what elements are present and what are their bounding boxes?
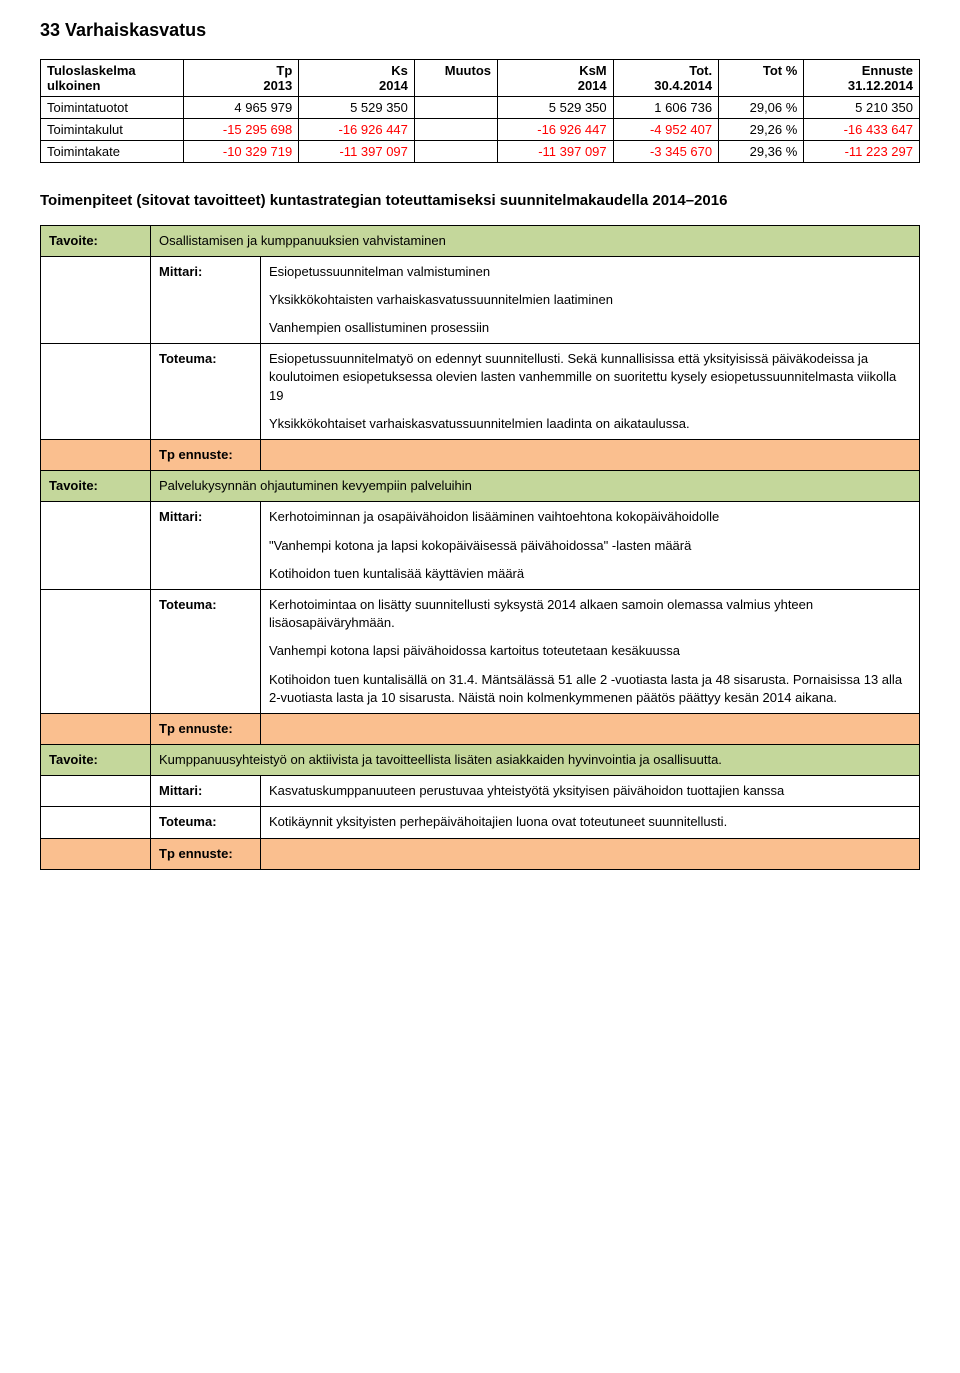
table-cell: -4 952 407 (613, 119, 718, 141)
tp-ennuste-text (261, 440, 920, 471)
mittari-label: Mittari: (151, 776, 261, 807)
table-cell: 29,06 % (719, 97, 804, 119)
mittari-label: Mittari: (151, 256, 261, 344)
col-h1: Tuloslaskelmaulkoinen (41, 60, 184, 97)
table-cell: 1 606 736 (613, 97, 718, 119)
toteuma-label: Toteuma: (151, 344, 261, 440)
col-h2: Tp2013 (183, 60, 299, 97)
spacer (41, 807, 151, 838)
finance-table: Tuloslaskelmaulkoinen Tp2013 Ks2014 Muut… (40, 59, 920, 163)
table-cell: 5 210 350 (804, 97, 920, 119)
toteuma-text: Esiopetussuunnitelmatyö on edennyt suunn… (261, 344, 920, 440)
spacer (41, 502, 151, 590)
mittari-label: Mittari: (151, 502, 261, 590)
table-cell: -11 397 097 (299, 141, 415, 163)
mittari-text: Kasvatuskumppanuuteen perustuvaa yhteist… (261, 776, 920, 807)
toteuma-label: Toteuma: (151, 807, 261, 838)
table-cell (414, 97, 497, 119)
table-cell (414, 119, 497, 141)
toteuma-label: Toteuma: (151, 589, 261, 713)
spacer (41, 440, 151, 471)
tp-ennuste-label: Tp ennuste: (151, 713, 261, 744)
table-cell: -16 433 647 (804, 119, 920, 141)
table-cell: 29,36 % (719, 141, 804, 163)
table-cell: 5 529 350 (299, 97, 415, 119)
spacer (41, 776, 151, 807)
spacer (41, 713, 151, 744)
spacer (41, 256, 151, 344)
finance-header-row-1: Tuloslaskelmaulkoinen Tp2013 Ks2014 Muut… (41, 60, 920, 97)
table-row: Toimintatuotot4 965 9795 529 3505 529 35… (41, 97, 920, 119)
tp-ennuste-label: Tp ennuste: (151, 440, 261, 471)
table-cell: -11 397 097 (498, 141, 614, 163)
table-cell: -3 345 670 (613, 141, 718, 163)
table-cell: 5 529 350 (498, 97, 614, 119)
table-cell: -16 926 447 (498, 119, 614, 141)
goals-table: Tavoite:Osallistamisen ja kumppanuuksien… (40, 225, 920, 870)
col-h8: Ennuste31.12.2014 (804, 60, 920, 97)
table-cell: 4 965 979 (183, 97, 299, 119)
col-h6: Tot.30.4.2014 (613, 60, 718, 97)
table-cell: 29,26 % (719, 119, 804, 141)
table-cell: -16 926 447 (299, 119, 415, 141)
mittari-text: Esiopetussuunnitelman valmistuminenYksik… (261, 256, 920, 344)
toteuma-text: Kerhotoimintaa on lisätty suunnitellusti… (261, 589, 920, 713)
spacer (41, 838, 151, 869)
tp-ennuste-text (261, 713, 920, 744)
tavoite-label: Tavoite: (41, 471, 151, 502)
tavoite-label: Tavoite: (41, 225, 151, 256)
col-h3: Ks2014 (299, 60, 415, 97)
tavoite-text: Osallistamisen ja kumppanuuksien vahvist… (151, 225, 920, 256)
col-h5: KsM2014 (498, 60, 614, 97)
table-cell: Toimintakulut (41, 119, 184, 141)
spacer (41, 589, 151, 713)
table-cell (414, 141, 497, 163)
col-h7: Tot % (719, 60, 804, 97)
tp-ennuste-text (261, 838, 920, 869)
mittari-text: Kerhotoiminnan ja osapäivähoidon lisäämi… (261, 502, 920, 590)
table-cell: Toimintatuotot (41, 97, 184, 119)
table-cell: -11 223 297 (804, 141, 920, 163)
table-cell: -15 295 698 (183, 119, 299, 141)
table-cell: -10 329 719 (183, 141, 299, 163)
toteuma-text: Kotikäynnit yksityisten perhepäivähoitaj… (261, 807, 920, 838)
col-h4: Muutos (414, 60, 497, 97)
table-row: Toimintakulut-15 295 698-16 926 447-16 9… (41, 119, 920, 141)
spacer (41, 344, 151, 440)
tavoite-text: Palvelukysynnän ohjautuminen kevyempiin … (151, 471, 920, 502)
table-row: Toimintakate-10 329 719-11 397 097-11 39… (41, 141, 920, 163)
table-cell: Toimintakate (41, 141, 184, 163)
page-title: 33 Varhaiskasvatus (40, 20, 920, 41)
section-heading: Toimenpiteet (sitovat tavoitteet) kuntas… (40, 191, 920, 211)
tavoite-label: Tavoite: (41, 745, 151, 776)
tavoite-text: Kumppanuusyhteistyö on aktiivista ja tav… (151, 745, 920, 776)
tp-ennuste-label: Tp ennuste: (151, 838, 261, 869)
